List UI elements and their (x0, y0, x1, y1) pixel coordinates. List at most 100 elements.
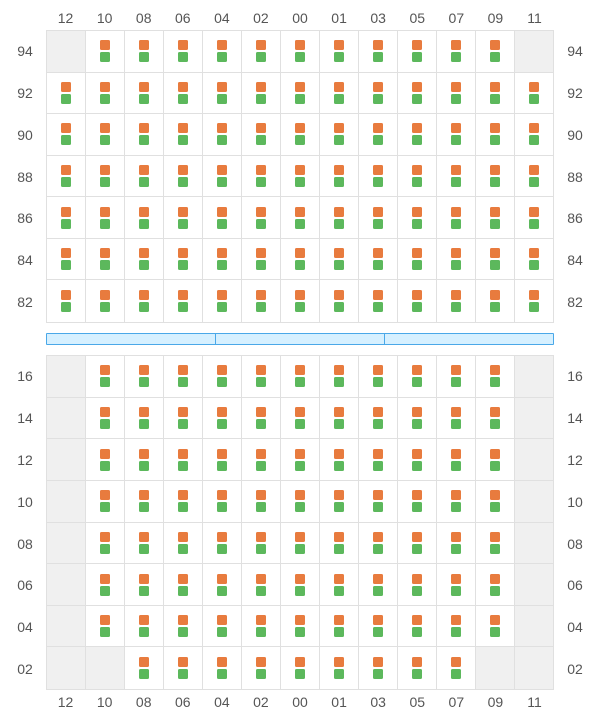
unit-slot[interactable] (281, 156, 320, 198)
unit-slot[interactable] (47, 197, 86, 239)
unit-slot[interactable] (242, 114, 281, 156)
unit-slot[interactable] (47, 239, 86, 281)
unit-slot[interactable] (398, 156, 437, 198)
unit-slot[interactable] (437, 280, 476, 322)
unit-slot[interactable] (476, 239, 515, 281)
unit-slot[interactable] (359, 31, 398, 73)
unit-slot[interactable] (281, 114, 320, 156)
unit-slot[interactable] (515, 114, 553, 156)
unit-slot[interactable] (125, 439, 164, 481)
unit-slot[interactable] (203, 73, 242, 115)
unit-slot[interactable] (164, 356, 203, 398)
unit-slot[interactable] (164, 280, 203, 322)
unit-slot[interactable] (86, 280, 125, 322)
unit-slot[interactable] (125, 31, 164, 73)
unit-slot[interactable] (398, 73, 437, 115)
unit-slot[interactable] (437, 156, 476, 198)
unit-slot[interactable] (47, 280, 86, 322)
unit-slot[interactable] (437, 73, 476, 115)
unit-slot[interactable] (125, 356, 164, 398)
unit-slot[interactable] (437, 647, 476, 689)
unit-slot[interactable] (164, 197, 203, 239)
unit-slot[interactable] (437, 606, 476, 648)
unit-slot[interactable] (203, 523, 242, 565)
unit-slot[interactable] (359, 564, 398, 606)
unit-slot[interactable] (320, 197, 359, 239)
unit-slot[interactable] (359, 197, 398, 239)
unit-slot[interactable] (86, 114, 125, 156)
unit-slot[interactable] (164, 523, 203, 565)
unit-slot[interactable] (398, 114, 437, 156)
unit-slot[interactable] (359, 647, 398, 689)
unit-slot[interactable] (242, 564, 281, 606)
unit-slot[interactable] (476, 197, 515, 239)
unit-slot[interactable] (359, 280, 398, 322)
unit-slot[interactable] (281, 564, 320, 606)
unit-slot[interactable] (437, 439, 476, 481)
unit-slot[interactable] (242, 156, 281, 198)
unit-slot[interactable] (476, 73, 515, 115)
unit-slot[interactable] (203, 197, 242, 239)
unit-slot[interactable] (359, 439, 398, 481)
unit-slot[interactable] (86, 356, 125, 398)
unit-slot[interactable] (437, 31, 476, 73)
unit-slot[interactable] (437, 523, 476, 565)
unit-slot[interactable] (476, 523, 515, 565)
unit-slot[interactable] (320, 356, 359, 398)
unit-slot[interactable] (125, 197, 164, 239)
unit-slot[interactable] (125, 239, 164, 281)
unit-slot[interactable] (164, 398, 203, 440)
unit-slot[interactable] (398, 606, 437, 648)
unit-slot[interactable] (203, 239, 242, 281)
unit-slot[interactable] (164, 31, 203, 73)
unit-slot[interactable] (398, 523, 437, 565)
unit-slot[interactable] (47, 114, 86, 156)
unit-slot[interactable] (359, 156, 398, 198)
unit-slot[interactable] (203, 647, 242, 689)
unit-slot[interactable] (476, 356, 515, 398)
unit-slot[interactable] (242, 280, 281, 322)
unit-slot[interactable] (320, 398, 359, 440)
unit-slot[interactable] (320, 73, 359, 115)
unit-slot[interactable] (281, 31, 320, 73)
unit-slot[interactable] (281, 481, 320, 523)
unit-slot[interactable] (398, 564, 437, 606)
unit-slot[interactable] (125, 481, 164, 523)
unit-slot[interactable] (203, 606, 242, 648)
unit-slot[interactable] (476, 114, 515, 156)
unit-slot[interactable] (242, 73, 281, 115)
unit-slot[interactable] (125, 564, 164, 606)
unit-slot[interactable] (86, 239, 125, 281)
unit-slot[interactable] (86, 606, 125, 648)
unit-slot[interactable] (320, 31, 359, 73)
unit-slot[interactable] (203, 481, 242, 523)
unit-slot[interactable] (437, 114, 476, 156)
unit-slot[interactable] (476, 439, 515, 481)
unit-slot[interactable] (476, 606, 515, 648)
unit-slot[interactable] (398, 647, 437, 689)
unit-slot[interactable] (476, 156, 515, 198)
unit-slot[interactable] (86, 73, 125, 115)
unit-slot[interactable] (320, 523, 359, 565)
unit-slot[interactable] (515, 239, 553, 281)
unit-slot[interactable] (515, 156, 553, 198)
unit-slot[interactable] (125, 114, 164, 156)
unit-slot[interactable] (359, 398, 398, 440)
unit-slot[interactable] (281, 647, 320, 689)
unit-slot[interactable] (437, 197, 476, 239)
unit-slot[interactable] (164, 156, 203, 198)
unit-slot[interactable] (437, 564, 476, 606)
unit-slot[interactable] (359, 523, 398, 565)
unit-slot[interactable] (164, 73, 203, 115)
unit-slot[interactable] (47, 156, 86, 198)
unit-slot[interactable] (86, 439, 125, 481)
unit-slot[interactable] (398, 280, 437, 322)
unit-slot[interactable] (242, 523, 281, 565)
unit-slot[interactable] (203, 31, 242, 73)
unit-slot[interactable] (320, 647, 359, 689)
unit-slot[interactable] (125, 398, 164, 440)
unit-slot[interactable] (242, 197, 281, 239)
unit-slot[interactable] (47, 73, 86, 115)
unit-slot[interactable] (86, 523, 125, 565)
unit-slot[interactable] (86, 31, 125, 73)
